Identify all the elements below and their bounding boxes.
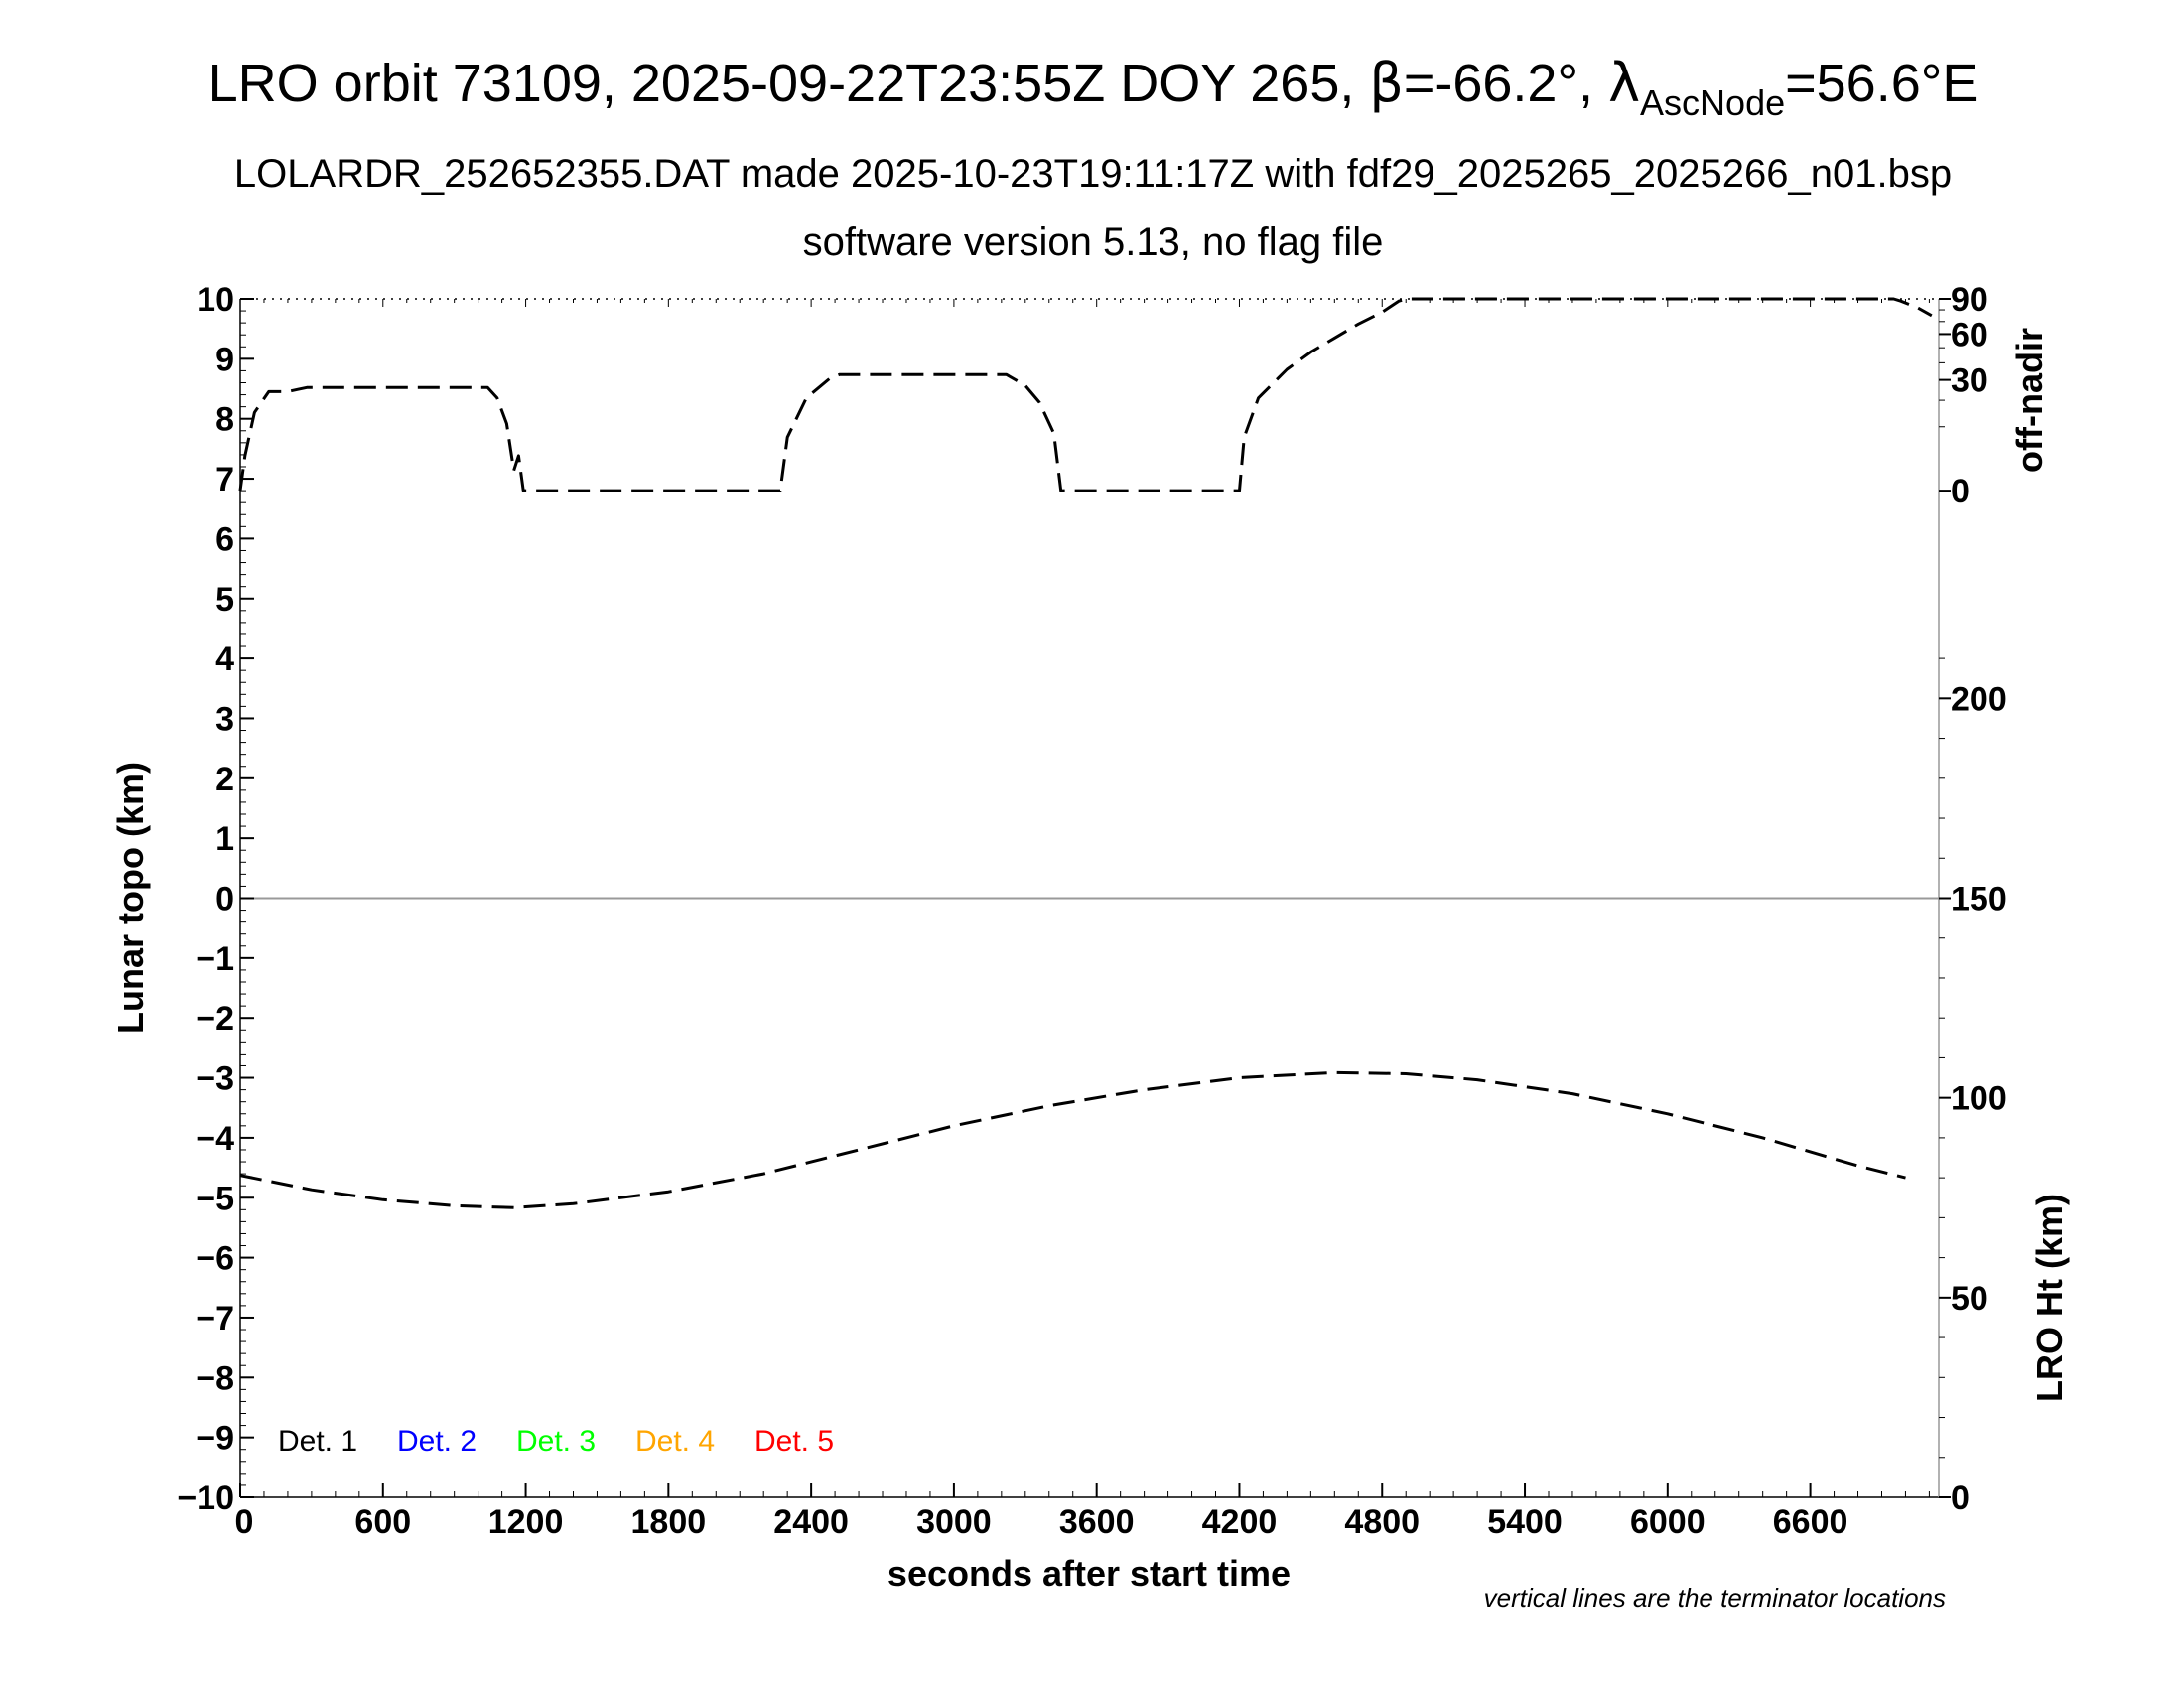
title-beta-symbol: β: [1369, 52, 1403, 114]
left-tick-label: 2: [215, 761, 234, 798]
x-tick-label: 4200: [1202, 1503, 1278, 1541]
left-tick-label: 7: [215, 461, 234, 498]
left-tick-label: 1: [215, 820, 234, 858]
title-lambda-symbol: λ: [1608, 52, 1640, 114]
title-main: LRO orbit 73109, 2025-09-22T23:55Z DOY 2…: [208, 54, 1370, 113]
off-nadir-tick-label: 30: [1951, 362, 1988, 400]
left-tick-label: −9: [196, 1420, 234, 1458]
left-tick-label: −7: [196, 1300, 234, 1337]
off-nadir-series-line: [238, 297, 1933, 492]
left-tick-label: 8: [215, 401, 234, 439]
x-tick-label: 6000: [1630, 1503, 1706, 1541]
legend-det-3: Det. 3: [516, 1425, 596, 1458]
plot-frame: [239, 298, 1940, 1498]
x-tick-label: 3600: [1059, 1503, 1135, 1541]
left-tick-label: 6: [215, 520, 234, 558]
left-tick-label: −2: [196, 1000, 234, 1038]
terminator-footnote: vertical lines are the terminator locati…: [1484, 1583, 1946, 1613]
x-tick-label: 600: [354, 1503, 411, 1541]
left-tick-label: −10: [177, 1479, 234, 1517]
lro-ht-axis-ticks: 200 150 100 50 0: [1939, 657, 2007, 1517]
chart-software-version: software version 5.13, no flag file: [803, 220, 1384, 264]
lro-ht-axis-label: LRO Ht (km): [2029, 1194, 2070, 1402]
title-lambda-sub: AscNode: [1640, 82, 1785, 123]
title-lambda-value: =56.6°E: [1785, 54, 1978, 113]
lro-ht-tick-label: 0: [1951, 1479, 1970, 1517]
off-nadir-tick-label: 0: [1951, 473, 1970, 510]
legend: Det. 1 Det. 2 Det. 3 Det. 4 Det. 5: [278, 1425, 834, 1458]
left-tick-label: −5: [196, 1180, 234, 1217]
x-tick-label: 0: [235, 1503, 254, 1541]
legend-det-2: Det. 2: [397, 1425, 477, 1458]
legend-det-4: Det. 4: [635, 1425, 715, 1458]
left-axis-label: Lunar topo (km): [110, 762, 151, 1034]
left-tick-label: −3: [196, 1060, 234, 1098]
x-tick-label: 5400: [1487, 1503, 1563, 1541]
left-tick-label: −4: [196, 1120, 234, 1158]
left-tick-label: 5: [215, 581, 234, 619]
lro-ht-tick-label: 150: [1951, 881, 2007, 918]
x-tick-label: 3000: [916, 1503, 992, 1541]
x-axis-ticks: 0 600 1200 1800 2400 3000 3600 4200 4800 5400 6000…: [235, 299, 1930, 1541]
off-nadir-tick-label: 60: [1951, 316, 1988, 353]
legend-det-1: Det. 1: [278, 1425, 357, 1458]
off-nadir-axis-label: off-nadir: [2009, 328, 2050, 473]
title-beta-value: =-66.2°,: [1404, 54, 1608, 113]
chart-title: LRO orbit 73109, 2025-09-22T23:55Z DOY 2…: [208, 52, 1979, 123]
series-layer: [238, 297, 1933, 1209]
off-nadir-tick-label: 90: [1951, 281, 1988, 319]
left-tick-label: 4: [215, 640, 234, 678]
left-tick-label: 3: [215, 700, 234, 738]
x-tick-label: 4800: [1344, 1503, 1420, 1541]
lro-ht-tick-label: 100: [1951, 1080, 2007, 1118]
lro-ht-tick-label: 200: [1951, 680, 2007, 718]
x-tick-label: 6600: [1773, 1503, 1848, 1541]
left-tick-label: 0: [215, 881, 234, 918]
legend-det-5: Det. 5: [754, 1425, 834, 1458]
chart-subtitle: LOLARDR_252652355.DAT made 2025-10-23T19…: [234, 152, 1952, 196]
lro-ht-tick-label: 50: [1951, 1280, 1988, 1318]
x-tick-label: 1800: [631, 1503, 707, 1541]
left-tick-label: −8: [196, 1359, 234, 1397]
left-tick-label: −1: [196, 940, 234, 978]
x-axis-label: seconds after start time: [887, 1553, 1291, 1594]
left-tick-label: −6: [196, 1240, 234, 1278]
x-tick-label: 1200: [488, 1503, 564, 1541]
left-tick-label: 9: [215, 341, 234, 378]
lro-height-series-line: [239, 1070, 1906, 1209]
x-tick-label: 2400: [773, 1503, 849, 1541]
left-tick-label: 10: [197, 281, 234, 319]
